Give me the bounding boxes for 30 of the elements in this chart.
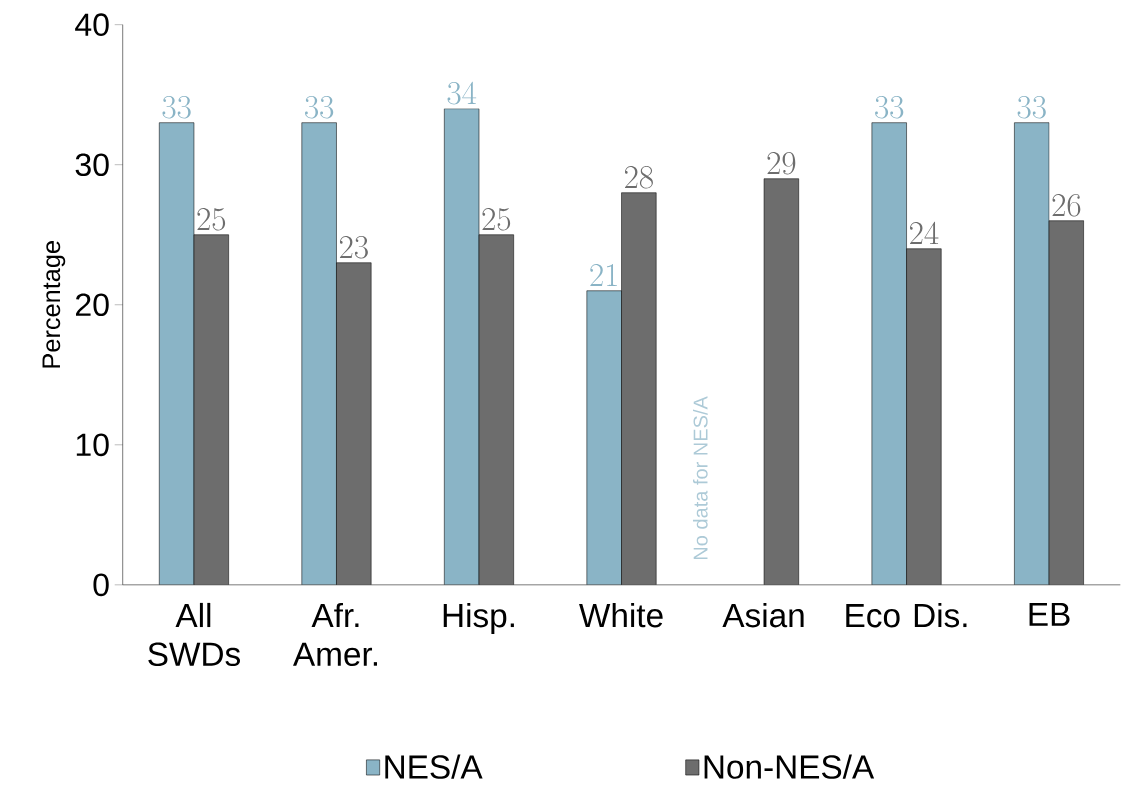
data-label: 33: [162, 95, 191, 119]
x-tick-label: White: [579, 602, 663, 628]
y-tick-label: 20: [76, 293, 109, 316]
legend-label: Non-NES/A: [704, 754, 875, 779]
x-tick-label: Asian: [722, 602, 804, 628]
y-tick-label: 40: [75, 13, 109, 36]
y-tick-label: 10: [76, 433, 109, 457]
data-label: 33: [875, 95, 904, 119]
x-tick-label: Eco Dis.: [846, 602, 967, 628]
data-label: 33: [1017, 95, 1046, 119]
data-label: 29: [767, 151, 796, 175]
data-label: 28: [625, 165, 653, 189]
y-axis-title: Percentage: [42, 240, 66, 368]
x-tick-label: All SWDs: [148, 602, 240, 666]
annotation: No data for NES/A: [692, 396, 708, 559]
data-label: 23: [339, 236, 368, 259]
bar: [763, 178, 799, 585]
y-tick-label: 30: [75, 153, 109, 176]
data-label: 21: [590, 264, 617, 286]
legend-label: NES/A: [385, 754, 483, 779]
y-tick-label: 0: [93, 573, 109, 597]
data-label: 25: [197, 208, 226, 231]
data-label: 24: [910, 221, 939, 244]
x-tick-label: Afr. Amer.: [293, 602, 377, 666]
x-tick-label: Hisp.: [443, 602, 514, 634]
data-label: 25: [482, 208, 511, 231]
data-label: 33: [305, 95, 334, 119]
x-tick-label: EB: [1029, 602, 1070, 626]
data-label: 26: [1052, 193, 1081, 217]
data-label: 34: [447, 81, 477, 105]
